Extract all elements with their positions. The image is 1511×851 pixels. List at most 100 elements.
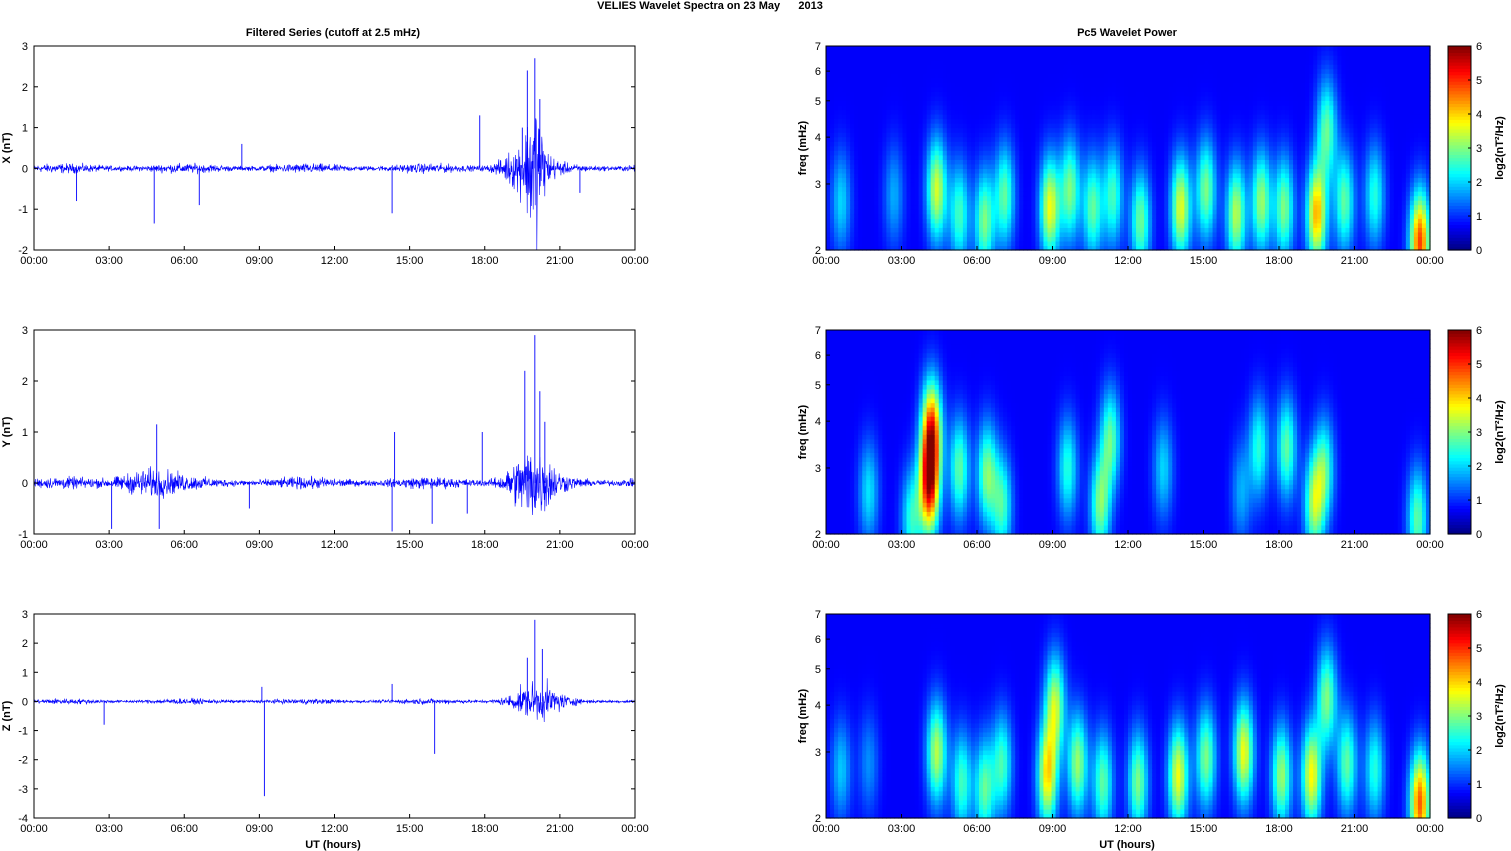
heatmap-cell <box>951 182 956 187</box>
heatmap-cell <box>943 200 948 205</box>
heatmap-cell <box>983 132 988 137</box>
heatmap-cell <box>1023 214 1028 219</box>
heatmap-cell <box>1140 78 1145 83</box>
heatmap-cell <box>1257 214 1262 219</box>
heatmap-cell <box>943 114 948 119</box>
heatmap-cell <box>1213 109 1218 114</box>
heatmap-cell <box>898 173 903 178</box>
heatmap-cell <box>967 78 972 83</box>
heatmap-cell <box>850 60 855 65</box>
heatmap-cell <box>1003 109 1008 114</box>
heatmap-cell <box>1245 132 1250 137</box>
heatmap-cell <box>1213 236 1218 241</box>
heatmap-cell <box>935 109 940 114</box>
heatmap-cell <box>1148 164 1153 169</box>
heatmap-cell <box>870 159 875 164</box>
heatmap-cell <box>1180 214 1185 219</box>
heatmap-cell <box>1156 123 1161 128</box>
heatmap-cell <box>1160 105 1165 110</box>
heatmap-cell <box>903 78 908 83</box>
heatmap-cell <box>1035 119 1040 124</box>
heatmap-cell <box>890 146 895 151</box>
heatmap-cell <box>846 82 851 87</box>
heatmap-cell <box>1120 114 1125 119</box>
heatmap-cell <box>1164 168 1169 173</box>
heatmap-cell <box>931 78 936 83</box>
heatmap-cell <box>1039 141 1044 146</box>
heatmap-cell <box>1043 173 1048 178</box>
heatmap-cell <box>995 87 1000 92</box>
heatmap-cell <box>1225 159 1230 164</box>
heatmap-cell <box>882 205 887 210</box>
heatmap-cell <box>967 232 972 237</box>
heatmap-cell <box>1253 128 1258 133</box>
heatmap-cell <box>842 241 847 246</box>
heatmap-cell <box>1245 69 1250 74</box>
heatmap-cell <box>1068 123 1073 128</box>
heatmap-cell <box>1213 223 1218 228</box>
heatmap-cell <box>999 132 1004 137</box>
heatmap-cell <box>862 123 867 128</box>
heatmap-cell <box>862 214 867 219</box>
heatmap-cell <box>1031 196 1036 201</box>
heatmap-cell <box>923 227 928 232</box>
heatmap-cell <box>1160 109 1165 114</box>
heatmap-cell <box>1112 241 1117 246</box>
heatmap-cell <box>1039 55 1044 60</box>
heatmap-cell <box>991 119 996 124</box>
heatmap-cell <box>894 209 899 214</box>
heatmap-cell <box>995 218 1000 223</box>
heatmap-cell <box>1184 69 1189 74</box>
heatmap-cell <box>1023 73 1028 78</box>
heatmap-cell <box>882 214 887 219</box>
heatmap-cell <box>1124 209 1129 214</box>
heatmap-cell <box>1023 60 1028 65</box>
heatmap-cell <box>1225 155 1230 160</box>
heatmap-cell <box>959 173 964 178</box>
heatmap-cell <box>1245 73 1250 78</box>
heatmap-cell <box>1140 241 1145 246</box>
heatmap-cell <box>882 46 887 51</box>
heatmap-cell <box>1084 187 1089 192</box>
heatmap-cell <box>1080 164 1085 169</box>
heatmap-cell <box>999 150 1004 155</box>
heatmap-cell <box>1076 146 1081 151</box>
heatmap-cell <box>890 196 895 201</box>
heatmap-cell <box>866 100 871 105</box>
heatmap-cell <box>975 150 980 155</box>
heatmap-cell <box>923 123 928 128</box>
heatmap-cell <box>858 96 863 101</box>
heatmap-cell <box>967 187 972 192</box>
heatmap-cell <box>1140 109 1145 114</box>
heatmap-cell <box>903 196 908 201</box>
heatmap-cell <box>898 241 903 246</box>
heatmap-cell <box>1104 87 1109 92</box>
heatmap-cell <box>1056 128 1061 133</box>
heatmap-cell <box>1120 91 1125 96</box>
heatmap-cell <box>1136 177 1141 182</box>
heatmap-cell <box>903 119 908 124</box>
heatmap-cell <box>1112 109 1117 114</box>
heatmap-cell <box>983 196 988 201</box>
heatmap-cell <box>1027 73 1032 78</box>
heatmap-cell <box>1217 123 1222 128</box>
heatmap-cell <box>1027 78 1032 83</box>
heatmap-cell <box>1217 205 1222 210</box>
heatmap-cell <box>1035 78 1040 83</box>
heatmap-cell <box>1209 132 1214 137</box>
heatmap-cell <box>915 223 920 228</box>
heatmap-cell <box>890 82 895 87</box>
heatmap-cell <box>826 214 831 219</box>
heatmap-cell <box>1249 96 1254 101</box>
heatmap-cell <box>1116 64 1121 69</box>
heatmap-cell <box>826 105 831 110</box>
heatmap-cell <box>999 100 1004 105</box>
heatmap-cell <box>1140 236 1145 241</box>
heatmap-cell <box>1188 114 1193 119</box>
heatmap-cell <box>1080 177 1085 182</box>
heatmap-cell <box>862 73 867 78</box>
heatmap-cell <box>1217 177 1222 182</box>
heatmap-cell <box>1152 236 1157 241</box>
heatmap-cell <box>1003 214 1008 219</box>
heatmap-cell <box>1100 55 1105 60</box>
